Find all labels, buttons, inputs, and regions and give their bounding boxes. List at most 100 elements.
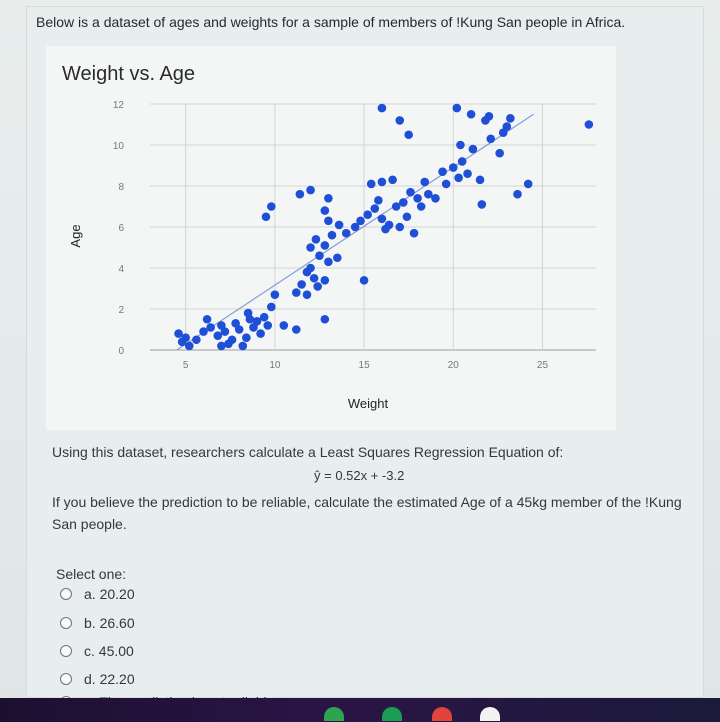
chart-grid <box>150 103 596 351</box>
data-point <box>409 228 419 238</box>
regression-intro: Using this dataset, researchers calculat… <box>52 444 564 460</box>
data-point <box>334 220 344 230</box>
option-c[interactable]: c. 45.00 <box>60 643 134 659</box>
select-one-label: Select one: <box>56 566 127 582</box>
option-a[interactable]: a. 20.20 <box>60 586 135 602</box>
data-point <box>413 194 422 203</box>
data-point <box>506 114 515 123</box>
green-app-icon[interactable] <box>324 707 344 721</box>
y-tick-label: 12 <box>113 100 125 111</box>
x-tick-label: 20 <box>448 360 460 371</box>
data-point <box>381 224 390 234</box>
data-point <box>457 157 467 166</box>
y-tick-label: 8 <box>118 182 124 193</box>
data-point <box>213 331 223 340</box>
y-tick-label: 6 <box>118 223 124 234</box>
app-icon[interactable] <box>382 707 402 721</box>
data-point <box>320 314 330 324</box>
data-points <box>174 103 594 351</box>
data-point <box>395 222 405 232</box>
data-point <box>202 314 212 324</box>
data-point <box>523 179 533 189</box>
data-point <box>495 148 504 158</box>
data-point <box>486 134 496 144</box>
option-b-radio[interactable] <box>60 617 72 629</box>
data-point <box>359 276 369 285</box>
data-point <box>242 333 251 343</box>
data-point <box>374 196 383 205</box>
data-point <box>377 214 387 224</box>
option-c-radio[interactable] <box>60 645 72 657</box>
data-point <box>309 273 319 283</box>
intro-text: Below is a dataset of ages and weights f… <box>36 14 626 30</box>
data-point <box>320 241 330 250</box>
data-point <box>366 179 376 189</box>
data-point <box>270 290 280 299</box>
option-a-radio[interactable] <box>60 588 72 600</box>
data-point <box>315 251 324 260</box>
data-point <box>448 163 458 172</box>
x-tick-label: 5 <box>183 360 189 371</box>
trendline-segment <box>176 113 534 351</box>
option-b[interactable]: b. 26.60 <box>60 615 135 631</box>
x-axis-label: Weight <box>348 396 389 411</box>
data-point <box>291 288 301 297</box>
data-point <box>320 276 330 285</box>
data-point <box>267 302 276 312</box>
data-point <box>468 144 478 154</box>
data-point <box>184 341 194 351</box>
x-tick-label: 10 <box>269 360 281 371</box>
white-app-icon[interactable] <box>480 707 500 721</box>
data-point <box>227 335 237 345</box>
y-tick-label: 2 <box>118 305 124 316</box>
data-point <box>174 329 183 338</box>
data-point <box>341 228 351 238</box>
data-point <box>234 325 244 334</box>
data-point <box>302 290 312 299</box>
data-point <box>399 198 408 207</box>
data-point <box>181 333 190 343</box>
data-point <box>416 202 426 211</box>
option-a-label: a. 20.20 <box>84 586 135 602</box>
option-b-label: b. 26.60 <box>84 615 135 631</box>
data-point <box>356 216 365 226</box>
scatter-chart: Weight vs. Age 0 2 4 6 8 10 12 5 10 15 20 25 Weight… <box>62 63 596 411</box>
option-d[interactable]: d. 22.20 <box>60 671 135 687</box>
data-point <box>477 200 487 209</box>
data-point <box>333 253 342 263</box>
data-point <box>306 185 315 195</box>
option-d-label: d. 22.20 <box>84 671 135 687</box>
data-point <box>217 341 226 351</box>
data-point <box>388 175 397 185</box>
axis-ticks: 0 2 4 6 8 10 12 5 10 15 20 25 <box>113 100 549 371</box>
question-prompt-line-1: If you believe the prediction to be reli… <box>52 494 682 510</box>
y-axis-label: Age <box>68 224 83 247</box>
data-point <box>320 206 330 215</box>
data-point <box>324 194 333 203</box>
data-point <box>220 327 230 336</box>
data-point <box>261 212 271 222</box>
data-point <box>475 175 485 185</box>
data-point <box>463 169 472 178</box>
data-point <box>431 194 440 203</box>
data-point <box>404 130 413 140</box>
chrome-icon[interactable] <box>432 707 452 721</box>
data-point <box>406 187 415 197</box>
data-point <box>295 189 305 199</box>
data-point <box>441 179 451 189</box>
option-d-radio[interactable] <box>60 673 72 685</box>
data-point <box>324 257 333 267</box>
data-point <box>306 243 315 252</box>
data-point <box>313 282 322 291</box>
data-point <box>454 173 463 183</box>
data-point <box>402 212 412 222</box>
trendline <box>176 113 534 351</box>
data-point <box>350 222 360 232</box>
data-point <box>206 323 215 332</box>
data-point <box>252 317 262 326</box>
data-point <box>484 112 494 121</box>
data-point <box>243 308 253 318</box>
data-point <box>513 189 522 199</box>
data-point <box>324 216 333 226</box>
